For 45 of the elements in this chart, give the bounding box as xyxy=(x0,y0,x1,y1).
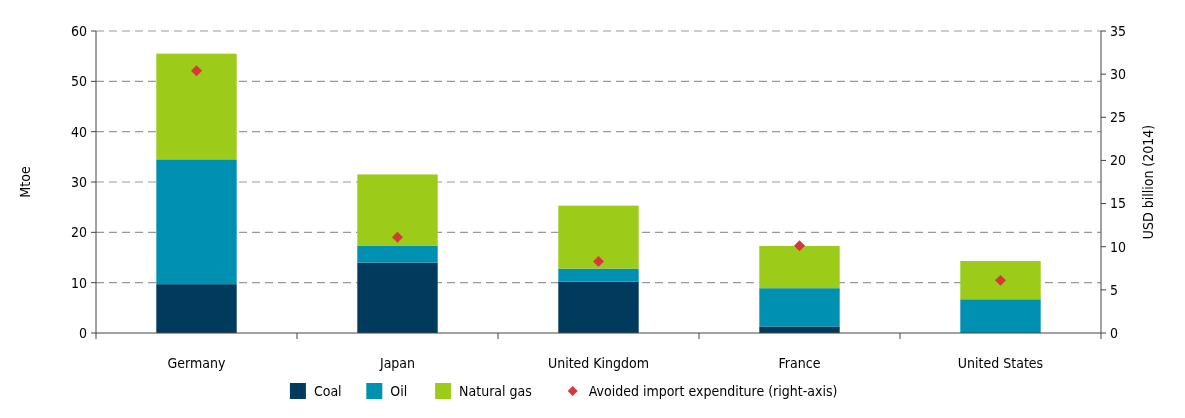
y2-tick-label: 30 xyxy=(1110,66,1127,83)
bar xyxy=(759,288,840,327)
legend-label: Natural gas xyxy=(459,383,532,399)
bar xyxy=(759,245,840,289)
bar xyxy=(960,299,1041,333)
point xyxy=(392,231,403,243)
y2-tick-label: 10 xyxy=(1110,238,1127,255)
bar xyxy=(357,245,438,263)
x-tick-label: France xyxy=(778,355,821,371)
y2-tick-label: 35 xyxy=(1110,22,1127,39)
x-tick-label: Germany xyxy=(167,355,226,371)
y2-axis-title: USD billion (2014) xyxy=(1140,124,1156,240)
point xyxy=(794,240,805,252)
bar xyxy=(357,262,438,333)
point xyxy=(191,65,202,77)
y-tick-label: 50 xyxy=(70,73,87,90)
y-tick-label: 60 xyxy=(70,22,87,39)
y2-tick-label: 5 xyxy=(1110,281,1119,298)
bar xyxy=(960,261,1041,300)
bar xyxy=(558,268,639,282)
y2-tick-label: 20 xyxy=(1110,152,1127,169)
bar xyxy=(156,159,237,285)
y-tick-label: 0 xyxy=(78,324,87,341)
bar xyxy=(759,326,840,333)
y2-tick-label: 25 xyxy=(1110,109,1127,126)
bar xyxy=(156,53,237,160)
point xyxy=(995,274,1006,286)
bar xyxy=(558,205,639,269)
y2-tick-label: 15 xyxy=(1110,195,1127,212)
y2-tick-label: 0 xyxy=(1110,324,1119,341)
point xyxy=(593,255,604,267)
legend-label: Coal xyxy=(313,383,342,399)
legend-label: Oil xyxy=(390,383,408,399)
bar xyxy=(156,284,237,333)
y-tick-label: 20 xyxy=(70,224,87,241)
x-tick-label: Japan xyxy=(378,355,416,371)
bar xyxy=(357,174,438,246)
y-tick-label: 10 xyxy=(70,274,87,291)
y-tick-label: 40 xyxy=(70,123,87,140)
x-tick-label: United Kingdom xyxy=(547,355,650,371)
y-tick-label: 30 xyxy=(70,173,87,190)
bar xyxy=(558,281,639,333)
y-axis-title: Mtoe xyxy=(17,166,33,198)
x-tick-label: United States xyxy=(957,355,1044,371)
legend-label: Avoided import expenditure (right-axis) xyxy=(588,383,838,399)
